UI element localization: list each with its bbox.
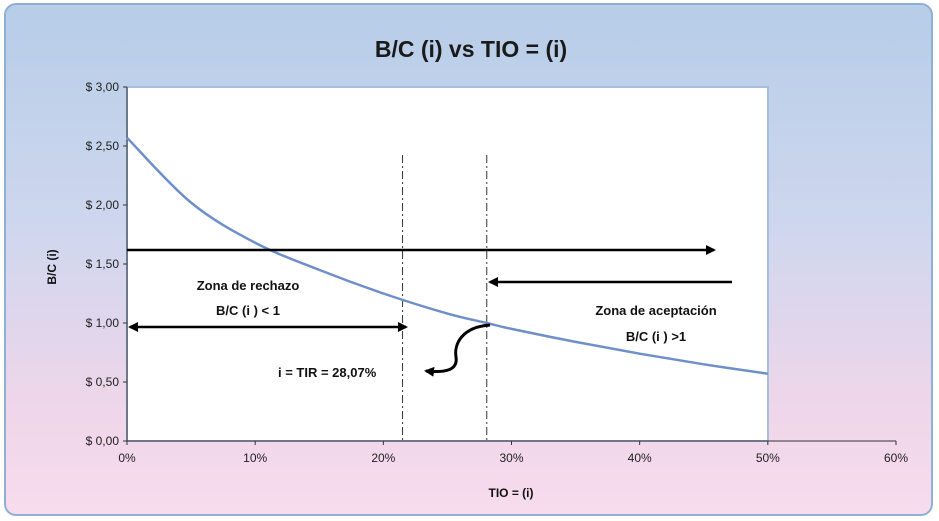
x-tick-label: 40% xyxy=(628,451,652,465)
chart-title: B/C (i) vs TIO = (i) xyxy=(375,36,567,62)
x-tick-label: 60% xyxy=(884,451,908,465)
arrow-tir-curved xyxy=(424,323,491,377)
y-tick-label: $ 1,00 xyxy=(86,316,120,330)
x-axis-title: TIO = (i) xyxy=(489,486,534,500)
y-tick-label: $ 1,50 xyxy=(86,257,120,271)
y-tick-label: $ 3,00 xyxy=(86,80,120,94)
y-tick-label: $ 0,00 xyxy=(86,434,120,448)
plot-area xyxy=(126,86,769,442)
x-tick-label: 0% xyxy=(118,451,136,465)
y-tick-label: $ 2,00 xyxy=(86,198,120,212)
x-tick-label: 10% xyxy=(243,451,267,465)
x-tick-label: 30% xyxy=(499,451,523,465)
x-tick-label: 20% xyxy=(371,451,395,465)
chart-frame: B/C (i) vs TIO = (i) $ 0,00 $ 0,50 $ 1,00 $… xyxy=(4,3,933,516)
accept-zone-title: Zona de aceptación xyxy=(595,303,716,318)
reject-zone-condition: B/C (i ) < 1 xyxy=(216,303,280,318)
chart-svg: B/C (i) vs TIO = (i) $ 0,00 $ 0,50 $ 1,00 $… xyxy=(45,36,908,500)
reject-zone-title: Zona de rechazo xyxy=(197,278,300,293)
x-tick-label: 50% xyxy=(756,451,780,465)
accept-zone-condition: B/C (i ) >1 xyxy=(626,329,686,344)
y-tick-label: $ 2,50 xyxy=(86,139,120,153)
y-axis-title: B/C (i) xyxy=(45,249,59,284)
y-tick-label: $ 0,50 xyxy=(86,375,120,389)
series-line xyxy=(126,136,769,375)
tir-label: i = TIR = 28,07% xyxy=(278,365,377,380)
